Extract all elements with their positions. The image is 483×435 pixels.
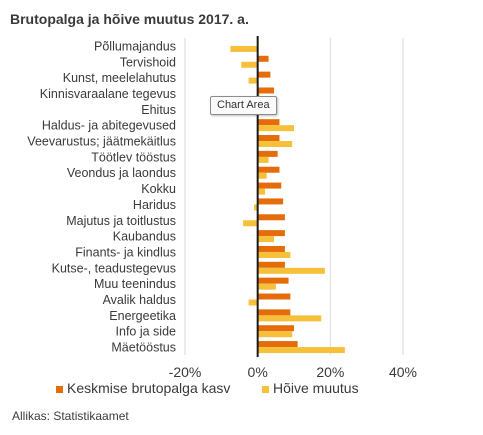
- category-label-tervishoid: Tervishoid: [120, 55, 176, 69]
- bar-palk-haldus-ja-abitegevused[interactable]: [257, 119, 280, 126]
- bar-hoive-muu-teenindus[interactable]: [257, 283, 276, 290]
- chart-area-tooltip: Chart Area: [210, 96, 277, 115]
- bar-hoive-pollumajandus[interactable]: [230, 45, 258, 52]
- bar-hoive-veevarustus-jaatmekaitlus[interactable]: [257, 141, 293, 148]
- bar-hoive-tervishoid[interactable]: [241, 61, 258, 68]
- legend-label-palk: Keskmise brutopalga kasv: [67, 380, 230, 396]
- chart-title: Brutopalga ja hõive muutus 2017. a.: [10, 11, 249, 27]
- category-label-kutse-teadustegevus: Kutse-, teadustegevus: [52, 261, 176, 275]
- bar-palk-kaubandus[interactable]: [257, 230, 285, 237]
- category-label-kunst-meelelahutus: Kunst, meelelahutus: [63, 71, 176, 85]
- category-label-energeetika: Energeetika: [109, 309, 176, 323]
- category-label-veevarustus-jaatmekaitlus: Veevarustus; jäätmekäitlus: [27, 135, 176, 149]
- category-label-finants-ja-kindlus: Finants- ja kindlus: [75, 245, 176, 259]
- bar-palk-kunst-meelelahutus[interactable]: [257, 71, 271, 78]
- bar-hoive-finants-ja-kindlus[interactable]: [257, 251, 291, 258]
- category-label-kaubandus: Kaubandus: [113, 230, 176, 244]
- bar-hoive-avalik-haldus[interactable]: [248, 299, 258, 306]
- legend-swatch-hoive: [262, 386, 269, 393]
- category-label-kokku: Kokku: [141, 182, 176, 196]
- bar-hoive-kutse-teadustegevus[interactable]: [257, 267, 325, 274]
- category-label-info-ja-side: Info ja side: [116, 325, 177, 339]
- category-label-kinnisvaraalane-tegevus: Kinnisvaraalane tegevus: [40, 87, 176, 101]
- bar-hoive-kokku[interactable]: [257, 188, 265, 195]
- x-tick-label: 40%: [389, 364, 417, 380]
- bar-palk-kokku[interactable]: [257, 182, 282, 189]
- bar-palk-majutus-ja-toitlustus[interactable]: [257, 214, 285, 221]
- category-label-pollumajandus: Põllumajandus: [94, 39, 176, 53]
- bar-palk-maetoostus[interactable]: [257, 341, 298, 348]
- category-label-muu-teenindus: Muu teenindus: [94, 277, 176, 291]
- category-label-majutus-ja-toitlustus: Majutus ja toitlustus: [66, 214, 176, 228]
- bar-hoive-info-ja-side[interactable]: [257, 331, 293, 338]
- bar-palk-kutse-teadustegevus[interactable]: [257, 261, 285, 268]
- bar-hoive-haldus-ja-abitegevused[interactable]: [257, 125, 294, 132]
- bar-palk-info-ja-side[interactable]: [257, 325, 294, 332]
- x-tick-label: -20%: [169, 364, 202, 380]
- legend-label-hoive: Hõive muutus: [273, 380, 359, 396]
- bar-hoive-maetoostus[interactable]: [257, 347, 345, 354]
- bar-palk-muu-teenindus[interactable]: [257, 277, 289, 284]
- bar-hoive-energeetika[interactable]: [257, 315, 322, 322]
- category-label-haldus-ja-abitegevused: Haldus- ja abitegevused: [42, 119, 176, 133]
- source-note: Allikas: Statistikaamet: [12, 409, 129, 423]
- bar-palk-haridus[interactable]: [257, 198, 284, 205]
- category-label-tootlev-toostus: Töötlev tööstus: [91, 150, 176, 164]
- category-label-veondus-ja-laondus: Veondus ja laondus: [67, 166, 176, 180]
- bar-palk-veevarustus-jaatmekaitlus[interactable]: [257, 135, 280, 142]
- x-tick-label: 0%: [248, 364, 268, 380]
- category-labels: Põllumajandus Tervishoid Kunst, meelelahut…: [27, 39, 176, 354]
- bar-palk-veondus-ja-laondus[interactable]: [257, 166, 280, 173]
- bar-palk-tootlev-toostus[interactable]: [257, 150, 278, 157]
- x-axis-tick-labels: -20% 0% 20% 40%: [169, 364, 417, 380]
- bar-hoive-majutus-ja-toitlustus[interactable]: [243, 220, 258, 227]
- bar-palk-tervishoid[interactable]: [257, 55, 269, 62]
- category-label-avalik-haldus: Avalik haldus: [103, 293, 176, 307]
- gridlines: [184, 38, 404, 355]
- bars: [230, 39, 345, 354]
- bar-palk-finants-ja-kindlus[interactable]: [257, 245, 285, 252]
- category-label-haridus: Haridus: [133, 198, 176, 212]
- bar-hoive-tootlev-toostus[interactable]: [257, 156, 269, 163]
- bar-hoive-veondus-ja-laondus[interactable]: [257, 172, 267, 179]
- category-label-ehitus: Ehitus: [141, 103, 176, 117]
- bar-hoive-kaubandus[interactable]: [257, 236, 275, 243]
- bar-palk-energeetika[interactable]: [257, 309, 291, 316]
- bar-hoive-kunst-meelelahutus[interactable]: [248, 77, 258, 84]
- bar-hoive-haridus[interactable]: [254, 204, 258, 211]
- bar-palk-avalik-haldus[interactable]: [257, 293, 291, 300]
- category-label-maetoostus: Mäetööstus: [111, 341, 176, 355]
- legend-swatch-palk: [56, 386, 63, 393]
- legend: Keskmise brutopalga kasv Hõive muutus: [56, 380, 359, 396]
- bar-palk-kinnisvaraalane-tegevus[interactable]: [257, 87, 275, 94]
- x-tick-label: 20%: [316, 364, 344, 380]
